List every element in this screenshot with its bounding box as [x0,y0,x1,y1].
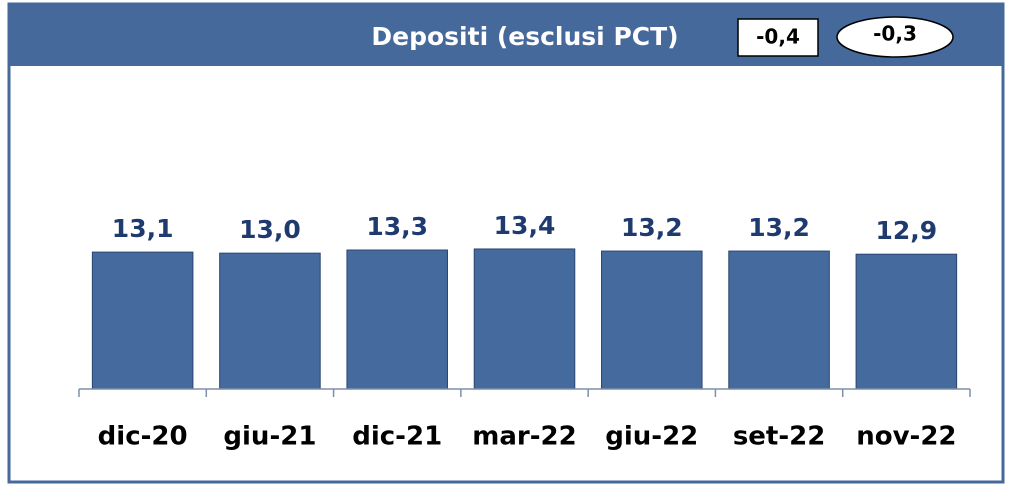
value-label: 13,4 [494,211,556,240]
x-tick-label: giu-22 [605,422,698,452]
value-label: 13,2 [748,213,810,242]
bar [91,251,194,390]
annotation: -0,4 [756,25,800,49]
bar [855,253,958,390]
annotation: -0,3 [873,22,917,46]
bar [219,252,321,390]
bar [346,249,448,390]
x-tick-label: giu-21 [223,422,316,452]
annotation-box [737,18,819,57]
frame [7,2,1005,484]
bar [473,248,576,390]
x-tick-label: mar-22 [472,422,576,452]
chart-title: Depositi (esclusi PCT) [371,22,678,51]
value-label: 13,2 [621,213,683,242]
value-label: 13,1 [112,214,174,243]
value-label: 13,3 [366,212,428,241]
x-tick-label: dic-20 [98,422,188,452]
x-tick-label: set-22 [733,422,826,452]
bar [601,250,703,390]
value-label: 13,0 [239,215,301,244]
value-label: 12,9 [876,216,938,245]
annotation-ellipse [836,16,954,58]
bar [728,250,830,390]
x-tick-label: dic-21 [352,422,442,452]
x-tick-label: nov-22 [856,422,956,452]
